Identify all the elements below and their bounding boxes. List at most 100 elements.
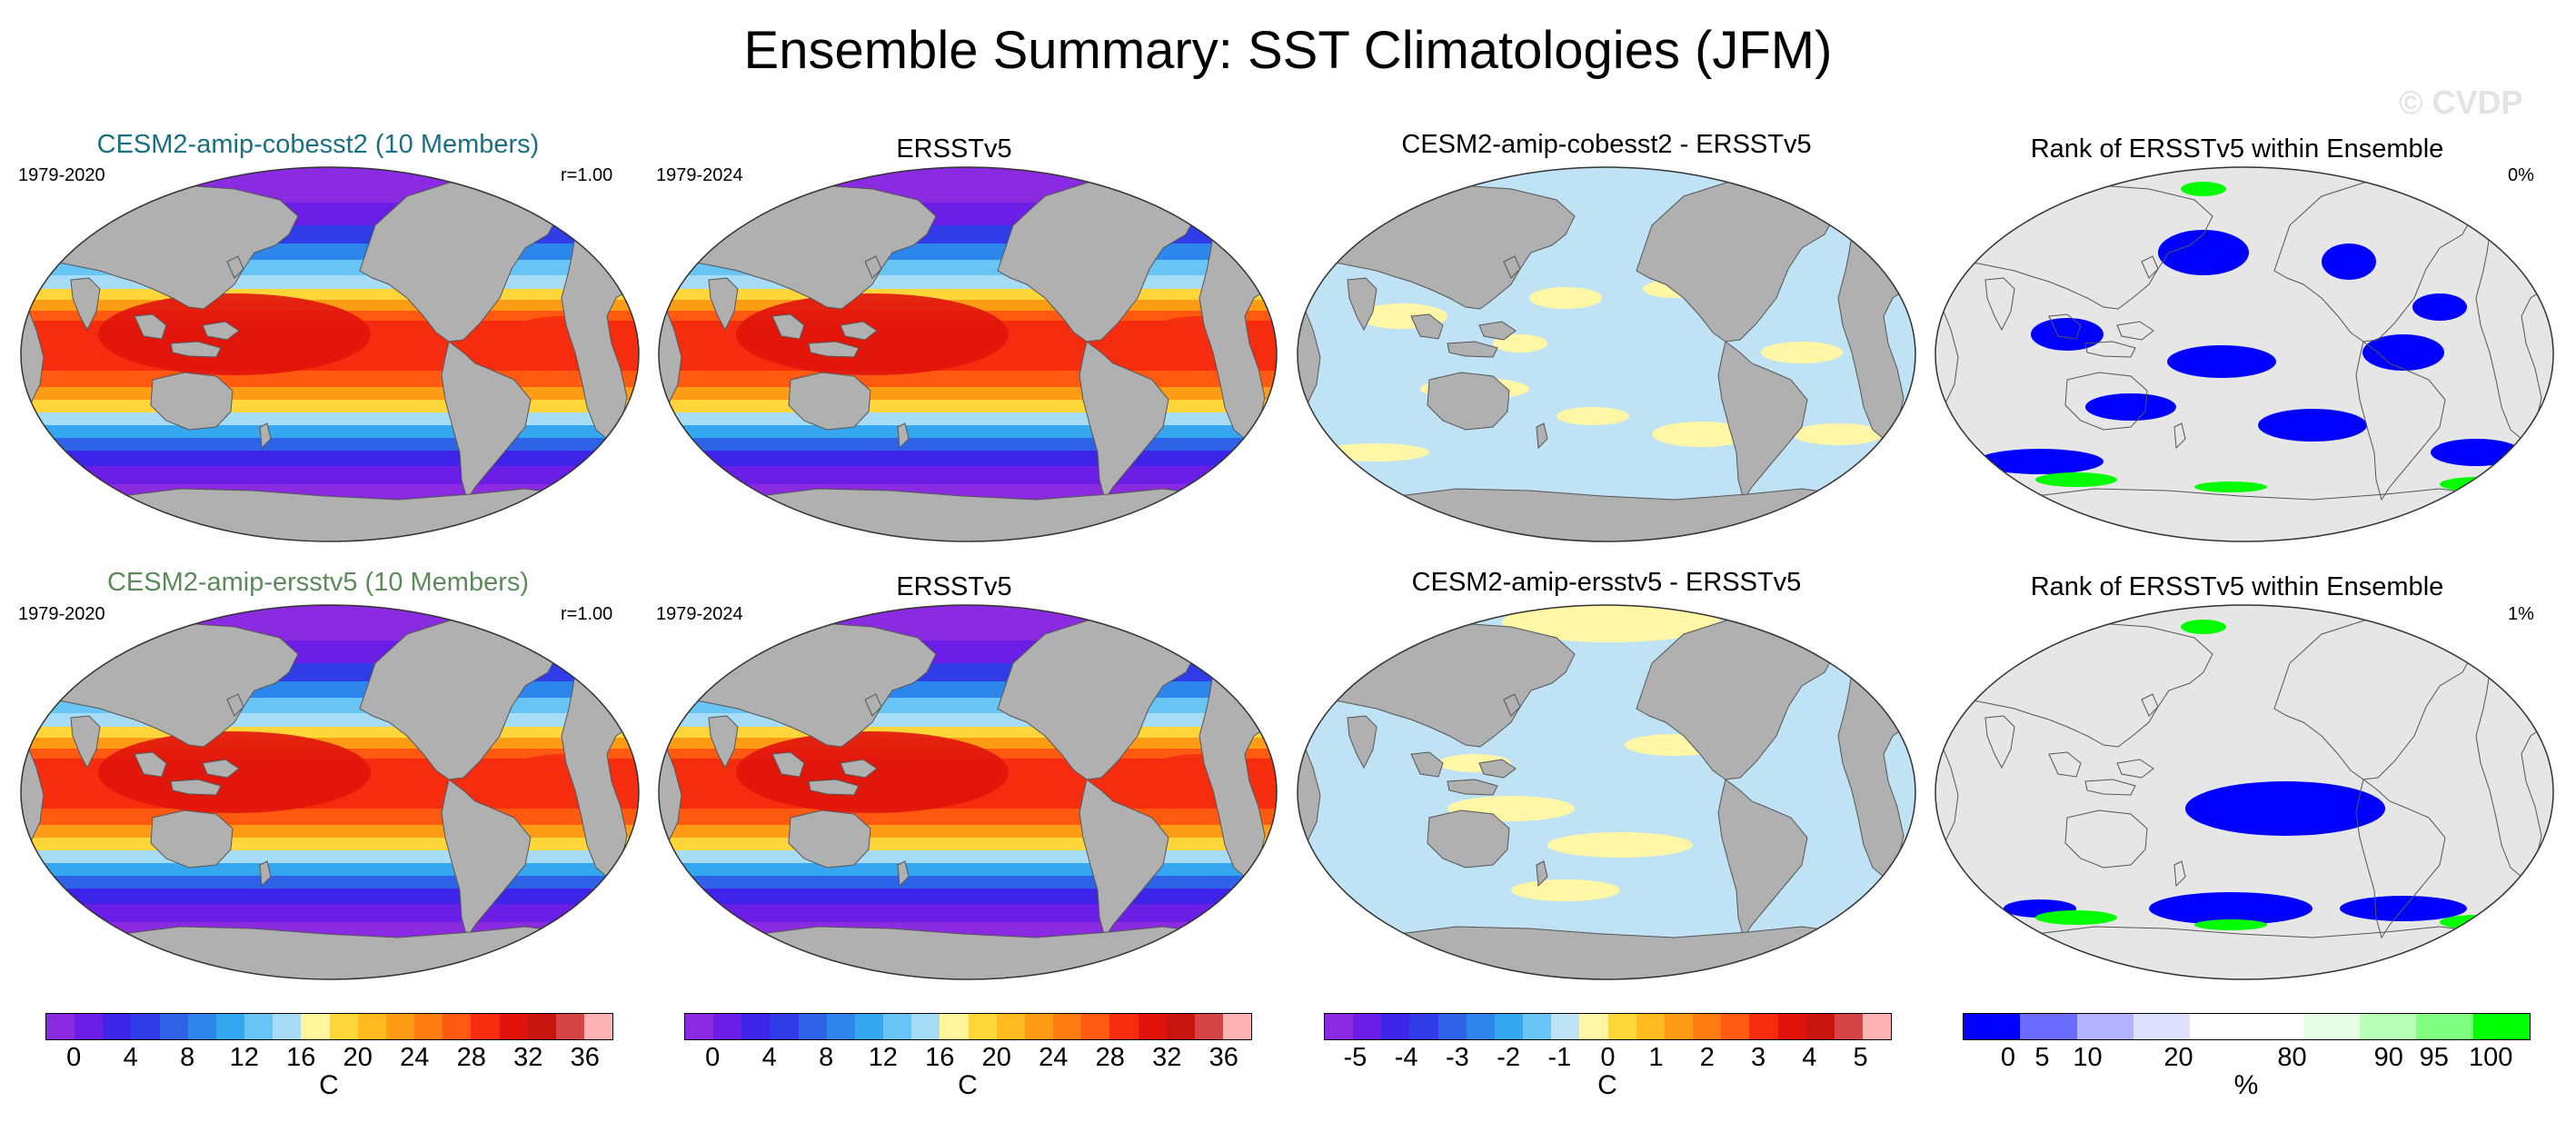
sst-colorbar-tick: 20 xyxy=(343,1043,373,1072)
row1-obs-title: ERSSTv5 xyxy=(896,134,1012,164)
rank-colorbar-swatch xyxy=(2360,1014,2417,1039)
diff-colorbar-tick: -1 xyxy=(1547,1043,1572,1072)
sst-colorbar-swatch xyxy=(215,1014,245,1039)
sst-obs-colorbar-swatch xyxy=(685,1014,714,1039)
diff-colorbar-swatch xyxy=(1805,1014,1835,1039)
sst-obs-colorbar-tick: 4 xyxy=(761,1043,777,1072)
sst-colorbar-swatch xyxy=(159,1014,188,1039)
sst-obs-colorbar-swatch xyxy=(1109,1014,1139,1039)
sst-colorbar-swatch xyxy=(385,1014,415,1039)
diff-colorbar-swatch xyxy=(1466,1014,1495,1039)
diff-colorbar-tick: 5 xyxy=(1853,1043,1868,1072)
diff-colorbar-swatch xyxy=(1834,1014,1863,1039)
sst-obs-colorbar-swatch xyxy=(1166,1014,1195,1039)
sst-colorbar-tick: 0 xyxy=(66,1043,82,1072)
rank-colorbar-tick: 10 xyxy=(2073,1043,2103,1072)
sst-obs-colorbar-swatch xyxy=(713,1014,742,1039)
row1-diff-map xyxy=(1297,166,1916,542)
sst-obs-colorbar-swatch xyxy=(940,1014,969,1039)
sst-obs-colorbar-tick: 36 xyxy=(1208,1043,1238,1072)
diff-colorbar-tick: -3 xyxy=(1445,1043,1469,1072)
diff-colorbar-swatch xyxy=(1749,1014,1778,1039)
row2-model-title: CESM2-amip-ersstv5 (10 Members) xyxy=(106,568,530,597)
sst-obs-colorbar-tick: 0 xyxy=(705,1043,721,1072)
sst-obs-colorbar-swatch xyxy=(883,1014,912,1039)
sst-obs-colorbar-tick: 24 xyxy=(1039,1043,1069,1072)
sst-obs-colorbar-swatch xyxy=(1053,1014,1082,1039)
sst-obs-colorbar xyxy=(684,1013,1252,1040)
sst-colorbar-swatch xyxy=(187,1014,216,1039)
sst-colorbar-tick: 36 xyxy=(570,1043,600,1072)
sst-obs-colorbar-tick: 16 xyxy=(925,1043,955,1072)
diff-colorbar-swatch xyxy=(1607,1014,1636,1039)
diff-colorbar-swatch xyxy=(1721,1014,1750,1039)
diff-colorbar-swatch xyxy=(1693,1014,1722,1039)
sst-obs-colorbar-swatch xyxy=(1194,1014,1223,1039)
row1-model-title: CESM2-amip-cobesst2 (10 Members) xyxy=(96,130,540,159)
diff-colorbar-swatch xyxy=(1381,1014,1410,1039)
rank-colorbar xyxy=(1963,1013,2531,1040)
sst-colorbar-unit: C xyxy=(319,1070,339,1100)
sst-colorbar-swatch xyxy=(103,1014,132,1039)
sst-colorbar-swatch xyxy=(583,1014,613,1039)
sst-colorbar-swatch xyxy=(471,1014,500,1039)
row2-diff-map xyxy=(1297,604,1916,980)
sst-obs-colorbar-tick: 28 xyxy=(1095,1043,1125,1072)
sst-colorbar-swatch xyxy=(301,1014,330,1039)
rank-colorbar-swatch xyxy=(2190,1014,2247,1039)
row2-model-r: r=1.00 xyxy=(561,604,613,624)
row2-rank-map xyxy=(1934,604,2554,980)
figure-title: Ensemble Summary: SST Climatologies (JFM… xyxy=(743,21,1833,80)
sst-colorbar-tick: 4 xyxy=(123,1043,138,1072)
row2-rank-title: Rank of ERSSTv5 within Ensemble xyxy=(2030,572,2444,601)
diff-colorbar-swatch xyxy=(1325,1014,1354,1039)
rank-colorbar-unit: % xyxy=(2233,1070,2259,1100)
row2-rank-pct: 1% xyxy=(2508,604,2534,624)
diff-colorbar-swatch xyxy=(1409,1014,1438,1039)
sst-colorbar-tick: 28 xyxy=(456,1043,486,1072)
diff-colorbar-tick: -2 xyxy=(1497,1043,1521,1072)
rank-colorbar-swatch xyxy=(2302,1014,2361,1039)
row1-rank-title: Rank of ERSSTv5 within Ensemble xyxy=(2030,134,2444,164)
sst-colorbar-swatch xyxy=(244,1014,274,1039)
row2-obs-sst-map xyxy=(658,604,1278,980)
sst-obs-colorbar-swatch xyxy=(770,1014,799,1039)
diff-colorbar-swatch xyxy=(1437,1014,1467,1039)
row1-obs-sst-map xyxy=(658,166,1278,542)
diff-colorbar-tick: 4 xyxy=(1802,1043,1817,1072)
sst-obs-colorbar-tick: 12 xyxy=(868,1043,898,1072)
sst-colorbar xyxy=(45,1013,613,1040)
rank-colorbar-tick: 0 xyxy=(2000,1043,2016,1072)
rank-colorbar-swatch xyxy=(2020,1014,2077,1039)
row1-diff-title: CESM2-amip-cobesst2 - ERSSTv5 xyxy=(1401,130,1812,159)
diff-colorbar-swatch xyxy=(1579,1014,1608,1039)
sst-obs-colorbar-swatch xyxy=(1222,1014,1252,1039)
diff-colorbar-swatch xyxy=(1862,1014,1892,1039)
row2-model-years: 1979-2020 xyxy=(18,604,105,624)
sst-colorbar-swatch xyxy=(131,1014,160,1039)
sst-obs-colorbar-tick: 32 xyxy=(1152,1043,1182,1072)
row2-diff-title: CESM2-amip-ersstv5 - ERSSTv5 xyxy=(1411,568,1802,597)
sst-colorbar-swatch xyxy=(357,1014,386,1039)
rank-colorbar-swatch xyxy=(2416,1014,2473,1039)
sst-obs-colorbar-swatch xyxy=(741,1014,771,1039)
sst-colorbar-tick: 8 xyxy=(180,1043,195,1072)
sst-obs-colorbar-swatch xyxy=(968,1014,997,1039)
diff-colorbar-swatch xyxy=(1664,1014,1694,1039)
diff-colorbar-tick: 0 xyxy=(1600,1043,1616,1072)
sst-obs-colorbar-unit: C xyxy=(958,1070,978,1100)
row1-model-sst-map xyxy=(20,166,640,542)
rank-colorbar-tick: 20 xyxy=(2163,1043,2193,1072)
row1-obs-years: 1979-2024 xyxy=(656,165,743,185)
sst-colorbar-swatch xyxy=(555,1014,584,1039)
sst-obs-colorbar-swatch xyxy=(854,1014,884,1039)
sst-obs-colorbar-swatch xyxy=(911,1014,940,1039)
sst-colorbar-swatch xyxy=(443,1014,472,1039)
rank-colorbar-tick: 5 xyxy=(2034,1043,2050,1072)
diff-colorbar-swatch xyxy=(1353,1014,1382,1039)
diff-colorbar-tick: 3 xyxy=(1751,1043,1766,1072)
diff-colorbar-swatch xyxy=(1636,1014,1665,1039)
sst-obs-colorbar-swatch xyxy=(1081,1014,1110,1039)
row1-rank-map xyxy=(1934,166,2554,542)
row2-model-sst-map xyxy=(20,604,640,980)
